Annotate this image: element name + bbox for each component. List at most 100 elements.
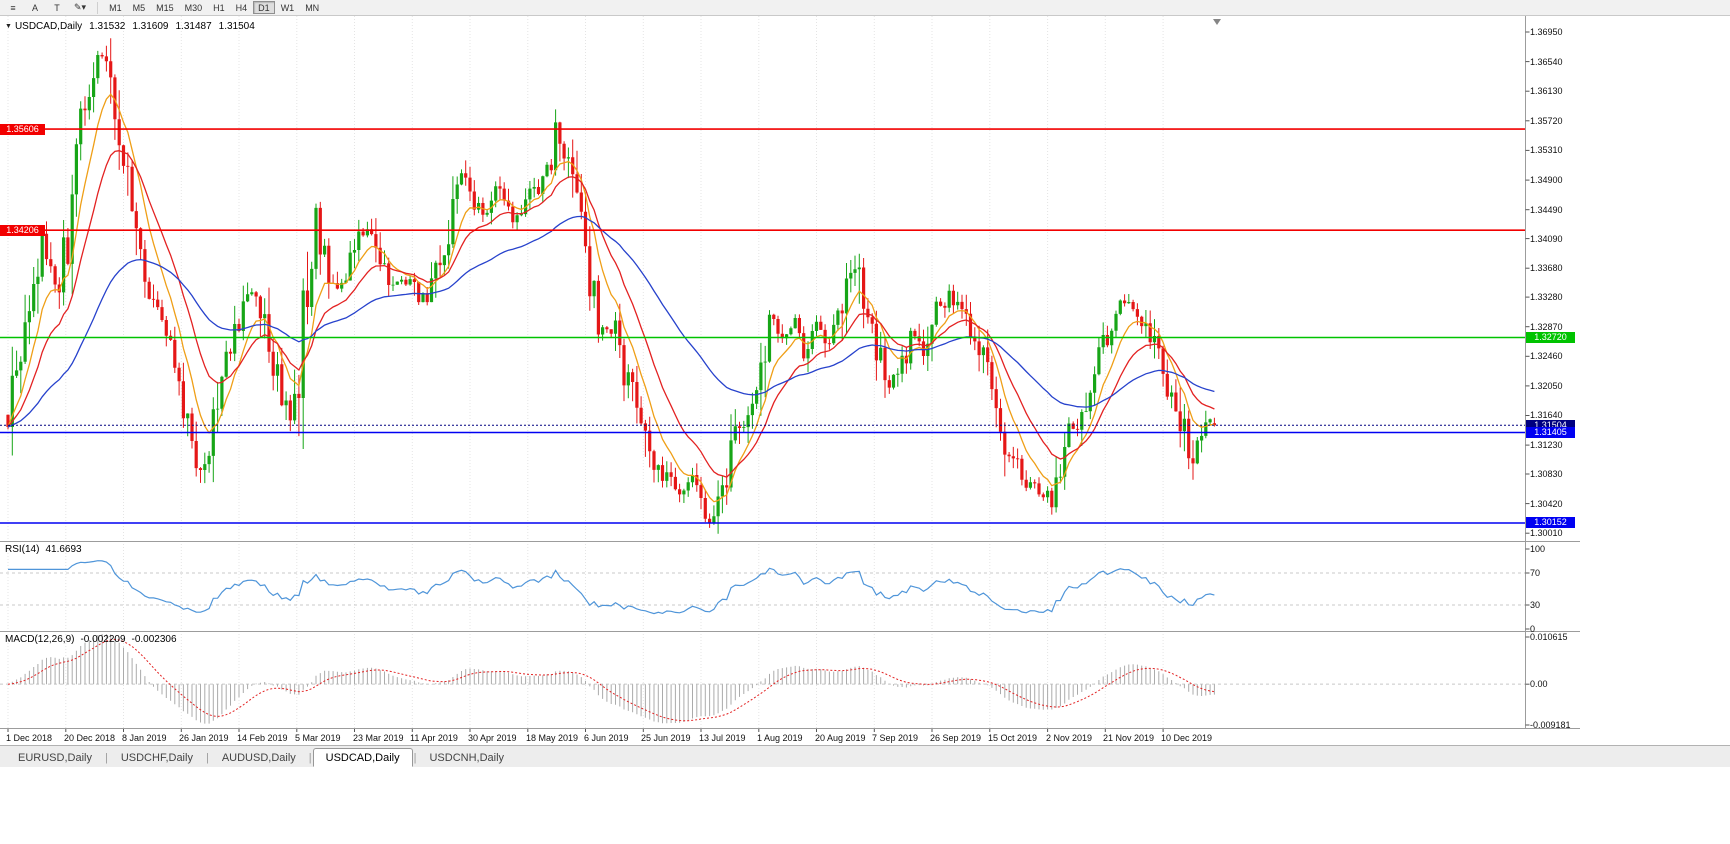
rsi-value: 41.6693 xyxy=(45,544,82,555)
chart-tab-bar: EURUSD,Daily | USDCHF,Daily | AUDUSD,Daily | U… xyxy=(0,745,1730,767)
macd-axis-label: 0.010615 xyxy=(1530,632,1568,642)
timeframe-group: M1 M5 M15 M30 H1 H4 D1 W1 MN xyxy=(104,1,324,14)
collapse-triangle-icon[interactable]: ▼ xyxy=(5,23,12,30)
timeframe-button-m30[interactable]: M30 xyxy=(180,1,208,14)
date-axis-label: 26 Jan 2019 xyxy=(179,733,229,743)
rsi-indicator-label: RSI(14) 41.6693 xyxy=(5,544,82,555)
tab-separator: | xyxy=(308,751,312,764)
date-axis-label: 11 Apr 2019 xyxy=(410,733,458,743)
chart-region: ▼ USDCAD,Daily 1.31532 1.31609 1.31487 1.3150… xyxy=(0,16,1730,745)
timeframe-button-mn[interactable]: MN xyxy=(300,1,324,14)
toolbar-separator xyxy=(97,1,99,14)
date-axis-label: 20 Dec 2018 xyxy=(64,733,116,743)
hline-price-badge: 1.32720 xyxy=(1526,332,1575,343)
rsi-axis-label: 100 xyxy=(1530,544,1546,554)
macd-histogram xyxy=(11,634,1215,724)
timeframe-button-d1[interactable]: D1 xyxy=(253,1,275,14)
bull-candle-bodies xyxy=(10,55,1212,523)
tab-usdcnh-daily[interactable]: USDCNH,Daily xyxy=(429,751,505,764)
hline-price-badge: 1.34206 xyxy=(0,225,45,236)
price-axis-label: 1.34090 xyxy=(1530,234,1563,244)
chart-canvas[interactable] xyxy=(0,16,1730,745)
hline-price-badge: 1.31405 xyxy=(1526,427,1575,438)
rsi-axis-label: 30 xyxy=(1530,600,1541,610)
date-axis-label: 1 Aug 2019 xyxy=(757,733,803,743)
price-axis-label: 1.30420 xyxy=(1530,499,1563,509)
date-axis-label: 7 Sep 2019 xyxy=(872,733,919,743)
bull-candle-wicks xyxy=(11,50,1211,534)
timeframe-button-m15[interactable]: M15 xyxy=(151,1,179,14)
price-axis-label: 1.32050 xyxy=(1530,381,1563,391)
price-axis-label: 1.30830 xyxy=(1530,469,1563,479)
price-axis-label: 1.32870 xyxy=(1530,322,1563,332)
date-axis-label: 21 Nov 2019 xyxy=(1103,733,1155,743)
tab-eurusd-daily[interactable]: EURUSD,Daily xyxy=(18,751,92,764)
rsi-axis-label: 0 xyxy=(1530,624,1536,634)
macd-indicator-label: MACD(12,26,9) -0.002209 -0.002306 xyxy=(5,634,177,645)
price-axis-label: 1.36540 xyxy=(1530,57,1563,67)
timeframe-button-h4[interactable]: H4 xyxy=(231,1,253,14)
timeframe-button-m5[interactable]: M5 xyxy=(128,1,151,14)
macd-signal-value: -0.002306 xyxy=(131,634,177,645)
price-axis-label: 1.31230 xyxy=(1530,440,1563,450)
macd-axis-label: -0.009181 xyxy=(1530,720,1571,730)
chart-shift-marker[interactable] xyxy=(1213,19,1221,25)
date-axis-label: 26 Sep 2019 xyxy=(930,733,982,743)
date-axis-label: 15 Oct 2019 xyxy=(988,733,1038,743)
date-axis-label: 10 Dec 2019 xyxy=(1161,733,1213,743)
ohlc-high: 1.31609 xyxy=(132,21,169,32)
date-axis-label: 6 Jun 2019 xyxy=(584,733,629,743)
menu-lines-icon[interactable]: ≡ xyxy=(3,1,23,14)
macd-axis-label: 0.00 xyxy=(1530,679,1548,689)
date-axis-label: 30 Apr 2019 xyxy=(468,733,517,743)
date-axis-label: 1 Dec 2018 xyxy=(6,733,53,743)
macd-main-value: -0.002209 xyxy=(80,634,126,645)
date-axis-label: 25 Jun 2019 xyxy=(641,733,691,743)
chart-info-line: ▼ USDCAD,Daily 1.31532 1.31609 1.31487 1.3150… xyxy=(5,21,255,32)
price-axis-label: 1.30010 xyxy=(1530,528,1563,538)
rsi-axis-label: 70 xyxy=(1530,568,1541,578)
price-axis-label: 1.33280 xyxy=(1530,292,1563,302)
bear-candle-bodies xyxy=(6,55,1216,523)
price-axis-label: 1.35720 xyxy=(1530,116,1563,126)
ohlc-low: 1.31487 xyxy=(175,21,212,32)
macd-name: MACD(12,26,9) xyxy=(5,634,75,645)
price-axis-label: 1.34490 xyxy=(1530,205,1563,215)
date-axis-label: 2 Nov 2019 xyxy=(1046,733,1093,743)
pencil-icon: ✎ xyxy=(74,2,82,12)
tab-separator: | xyxy=(205,751,209,764)
date-axis-label: 14 Feb 2019 xyxy=(237,733,288,743)
date-axis-label: 8 Jan 2019 xyxy=(122,733,167,743)
date-axis-label: 18 May 2019 xyxy=(526,733,579,743)
tab-audusd-daily[interactable]: AUDUSD,Daily xyxy=(221,751,296,764)
timeframe-button-m1[interactable]: M1 xyxy=(104,1,127,14)
bear-candle-wicks xyxy=(7,38,1215,528)
macd-signal-line xyxy=(7,638,1215,722)
symbol-timeframe-label: USDCAD,Daily xyxy=(14,21,83,32)
price-axis-label: 1.36130 xyxy=(1530,86,1563,96)
price-axis-label: 1.35310 xyxy=(1530,145,1563,155)
timeframe-button-h1[interactable]: H1 xyxy=(208,1,230,14)
date-axis-label: 5 Mar 2019 xyxy=(295,733,341,743)
draw-tool-button[interactable]: ✎ ▾ xyxy=(69,1,91,14)
text-tool-button[interactable]: T xyxy=(47,1,67,14)
timeframe-button-w1[interactable]: W1 xyxy=(276,1,300,14)
tab-usdcad-daily[interactable]: USDCAD,Daily xyxy=(312,748,413,767)
cursor-tool-button[interactable]: A xyxy=(25,1,45,14)
current-price-badge: 1.31504 xyxy=(1526,420,1575,431)
moving-average-line-1 xyxy=(7,150,1215,478)
hline-price-badge: 1.30152 xyxy=(1526,517,1575,528)
tab-usdchf-daily[interactable]: USDCHF,Daily xyxy=(120,751,193,764)
moving-average-line-2 xyxy=(7,215,1215,428)
price-axis-label: 1.31640 xyxy=(1530,410,1563,420)
tab-separator: | xyxy=(104,751,108,764)
price-axis-label: 1.34900 xyxy=(1530,175,1563,185)
price-axis-label: 1.33680 xyxy=(1530,263,1563,273)
price-axis-label: 1.32460 xyxy=(1530,351,1563,361)
ohlc-close: 1.31504 xyxy=(218,21,255,32)
tab-separator: | xyxy=(413,751,417,764)
rsi-name: RSI(14) xyxy=(5,544,40,555)
date-axis-label: 20 Aug 2019 xyxy=(815,733,866,743)
hline-price-badge: 1.35606 xyxy=(0,124,45,135)
